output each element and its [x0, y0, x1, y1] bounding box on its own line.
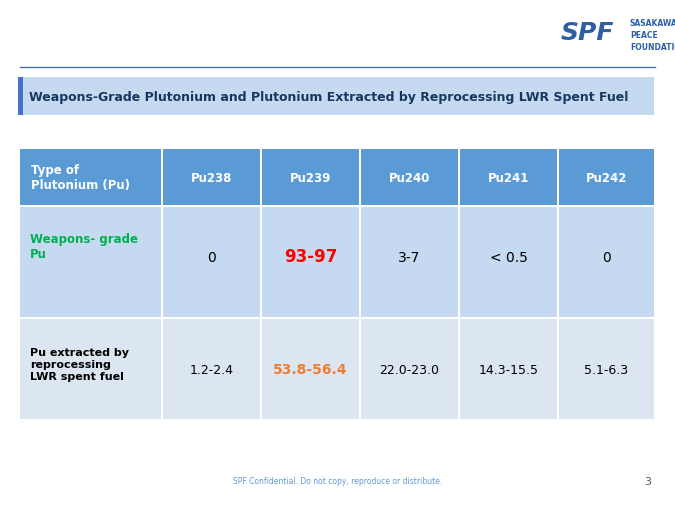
Text: 0: 0: [207, 250, 216, 264]
Text: 1.2-2.4: 1.2-2.4: [190, 363, 234, 376]
Text: SPF: SPF: [561, 21, 614, 44]
Text: Weapons- grade
Pu: Weapons- grade Pu: [30, 232, 138, 260]
Text: Pu242: Pu242: [586, 171, 627, 184]
Text: Pu238: Pu238: [191, 171, 232, 184]
Text: Weapons-Grade Plutonium and Plutonium Extracted by Reprocessing LWR Spent Fuel: Weapons-Grade Plutonium and Plutonium Ex…: [30, 90, 629, 104]
Text: Pu239: Pu239: [290, 171, 331, 184]
Text: 3: 3: [645, 476, 651, 486]
Text: 5.1-6.3: 5.1-6.3: [585, 363, 628, 376]
Text: PEACE: PEACE: [630, 31, 657, 40]
Text: 22.0-23.0: 22.0-23.0: [379, 363, 439, 376]
Text: 53.8-56.4: 53.8-56.4: [273, 362, 348, 376]
Text: 93-97: 93-97: [284, 248, 338, 266]
Text: Pu241: Pu241: [488, 171, 529, 184]
Text: < 0.5: < 0.5: [489, 250, 527, 264]
Text: 14.3-15.5: 14.3-15.5: [479, 363, 539, 376]
Text: Pu extracted by
reprocessing
LWR spent fuel: Pu extracted by reprocessing LWR spent f…: [30, 348, 129, 381]
Text: 3-7: 3-7: [398, 250, 421, 264]
Text: SASAKAWA: SASAKAWA: [630, 19, 675, 28]
Text: 0: 0: [602, 250, 611, 264]
Text: FOUNDATION: FOUNDATION: [630, 43, 675, 52]
Text: Type of
Plutonium (Pu): Type of Plutonium (Pu): [31, 164, 130, 191]
Bar: [18, 78, 23, 116]
Text: Pu240: Pu240: [389, 171, 430, 184]
Text: SPF Confidential. Do not copy, reproduce or distribute.: SPF Confidential. Do not copy, reproduce…: [233, 476, 442, 485]
